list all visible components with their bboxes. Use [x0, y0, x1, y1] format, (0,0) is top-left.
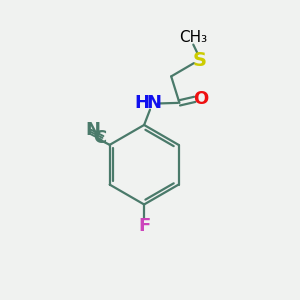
- Text: H: H: [134, 94, 149, 112]
- Text: S: S: [192, 51, 206, 70]
- Text: CH₃: CH₃: [179, 30, 207, 45]
- Text: O: O: [194, 90, 209, 108]
- Text: C: C: [93, 129, 106, 147]
- Text: N: N: [146, 94, 161, 112]
- Text: N: N: [85, 121, 100, 139]
- Text: F: F: [138, 217, 150, 235]
